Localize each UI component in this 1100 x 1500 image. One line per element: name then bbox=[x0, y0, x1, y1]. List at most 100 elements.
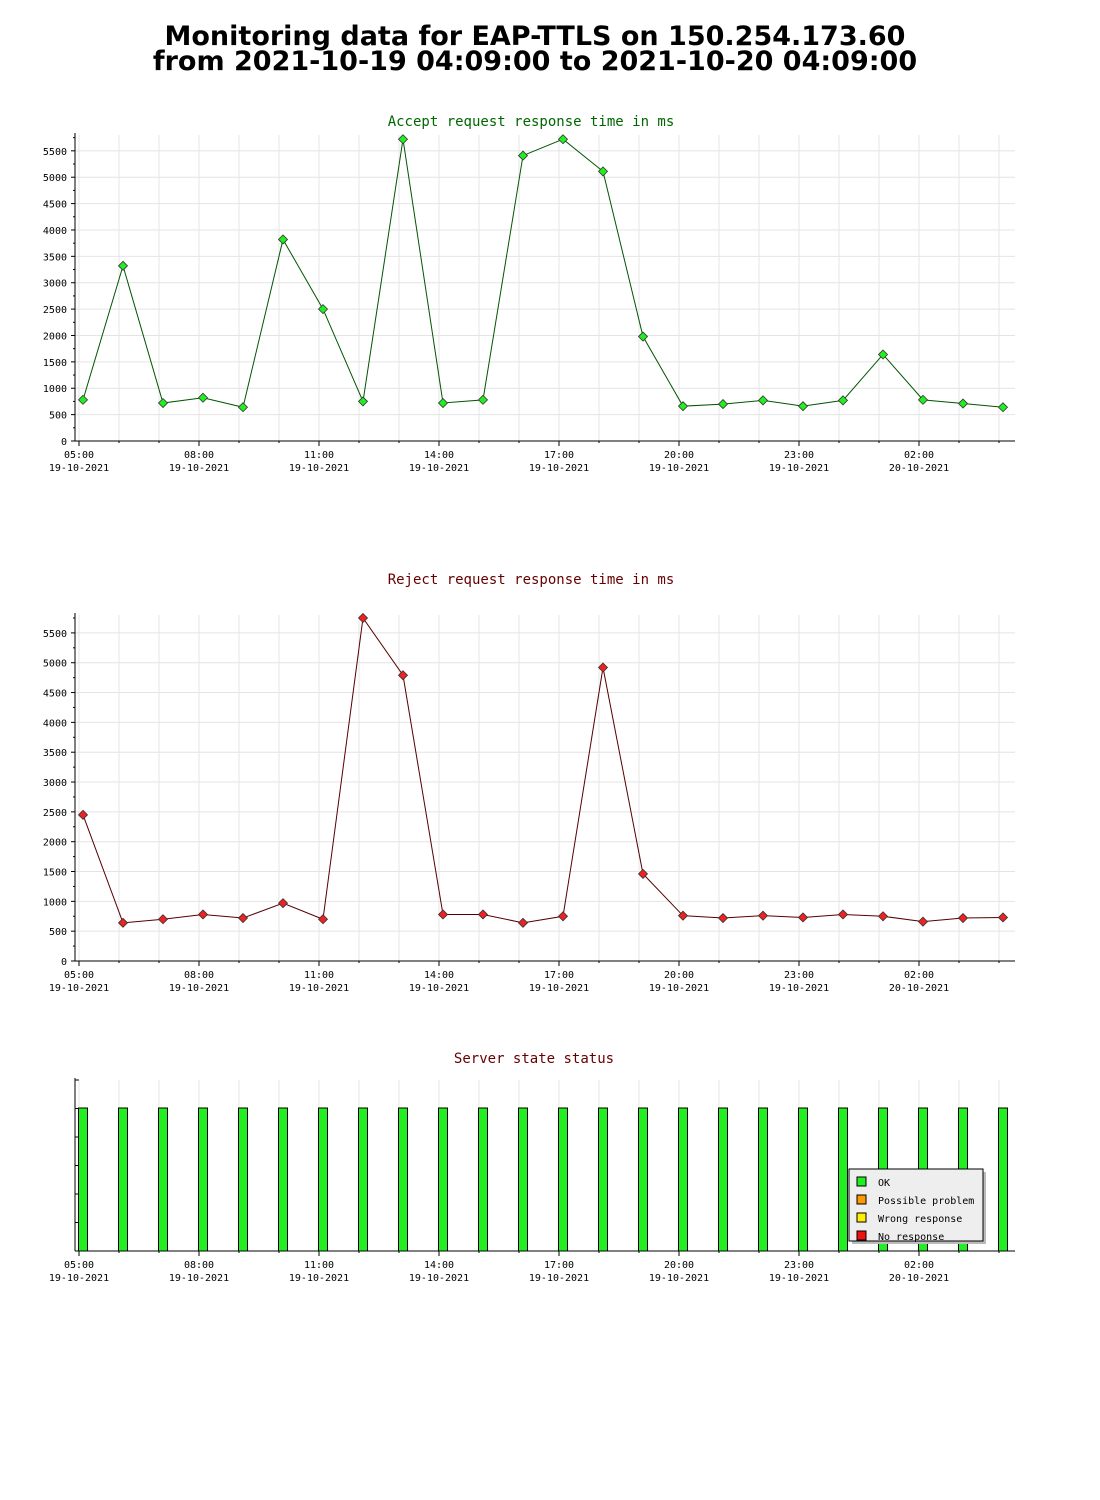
legend-swatch bbox=[856, 1230, 867, 1241]
data-point bbox=[797, 912, 809, 923]
y-tick-label: 3000 bbox=[43, 279, 67, 290]
state-bar bbox=[518, 1107, 528, 1252]
series-line bbox=[82, 138, 1004, 408]
x-tick-time: 08:00 bbox=[184, 970, 214, 981]
x-tick-time: 23:00 bbox=[784, 1260, 814, 1271]
data-point bbox=[117, 260, 129, 271]
x-tick-time: 20:00 bbox=[664, 970, 694, 981]
state-bar bbox=[758, 1107, 768, 1252]
data-point bbox=[317, 304, 329, 315]
data-point bbox=[317, 914, 329, 925]
y-tick-label: 1500 bbox=[43, 868, 67, 879]
x-tick-date: 19-10-2021 bbox=[169, 463, 229, 474]
x-tick-date: 19-10-2021 bbox=[169, 1273, 229, 1284]
reject-response-chart: Reject request response time in ms 0 500 10… bbox=[43, 572, 1015, 994]
data-point bbox=[757, 910, 769, 921]
x-tick-time: 11:00 bbox=[304, 450, 334, 461]
x-tick-date: 20-10-2021 bbox=[889, 1273, 949, 1284]
y-tick-label: 0 bbox=[61, 437, 67, 448]
x-tick-date: 19-10-2021 bbox=[649, 983, 709, 994]
data-point bbox=[557, 911, 569, 922]
state-bar bbox=[478, 1107, 488, 1252]
state-bar bbox=[798, 1107, 808, 1252]
x-tick-time: 02:00 bbox=[904, 970, 934, 981]
x-tick-time: 17:00 bbox=[544, 970, 574, 981]
data-point bbox=[957, 912, 969, 924]
data-point bbox=[677, 401, 689, 412]
legend-label: Possible problem bbox=[878, 1196, 974, 1207]
x-tick-date: 19-10-2021 bbox=[409, 1273, 469, 1284]
y-tick-label: 5500 bbox=[43, 147, 67, 158]
data-point bbox=[437, 909, 449, 920]
data-point bbox=[437, 397, 449, 409]
x-tick-date: 19-10-2021 bbox=[289, 463, 349, 474]
x-tick-date: 20-10-2021 bbox=[889, 983, 949, 994]
legend-swatch bbox=[856, 1212, 867, 1223]
x-tick-time: 11:00 bbox=[304, 970, 334, 981]
y-tick-label: 1000 bbox=[43, 384, 67, 395]
server-state-chart: Server state status 05:00 19-10-2021 08:00 1… bbox=[49, 1051, 1015, 1284]
x-tick-date: 19-10-2021 bbox=[409, 463, 469, 474]
state-bar bbox=[678, 1107, 688, 1252]
chart-title: Accept request response time in ms bbox=[388, 114, 675, 130]
y-tick-label: 500 bbox=[49, 927, 67, 938]
data-point bbox=[757, 395, 769, 406]
data-point bbox=[517, 917, 529, 928]
data-point bbox=[237, 912, 249, 924]
x-tick-date: 19-10-2021 bbox=[769, 1273, 829, 1284]
page-title-line-2: from 2021-10-19 04:09:00 to 2021-10-20 0… bbox=[152, 46, 918, 77]
data-point bbox=[397, 134, 409, 145]
x-tick-time: 23:00 bbox=[784, 450, 814, 461]
x-tick-date: 20-10-2021 bbox=[889, 463, 949, 474]
y-tick-label: 5000 bbox=[43, 659, 67, 670]
legend-swatch bbox=[856, 1176, 867, 1187]
state-bar bbox=[398, 1107, 408, 1252]
x-tick-time: 14:00 bbox=[424, 970, 454, 981]
x-tick-time: 05:00 bbox=[64, 1260, 94, 1271]
state-bar bbox=[238, 1107, 248, 1252]
x-tick-time: 05:00 bbox=[64, 970, 94, 981]
page-title: Monitoring data for EAP-TTLS on 150.254.… bbox=[0, 21, 1070, 77]
state-bar bbox=[278, 1107, 288, 1252]
series-line bbox=[82, 616, 1004, 924]
data-point bbox=[117, 917, 129, 928]
x-tick-date: 19-10-2021 bbox=[529, 983, 589, 994]
data-point bbox=[597, 662, 609, 673]
page-title-line-1: Monitoring data for EAP-TTLS on 150.254.… bbox=[164, 21, 906, 52]
y-tick-label: 2500 bbox=[43, 808, 67, 819]
legend-label: OK bbox=[878, 1178, 890, 1189]
data-point bbox=[717, 912, 729, 924]
y-tick-label: 3500 bbox=[43, 252, 67, 263]
x-tick-date: 19-10-2021 bbox=[649, 463, 709, 474]
x-tick-time: 17:00 bbox=[544, 450, 574, 461]
data-point bbox=[997, 402, 1009, 413]
state-bar bbox=[358, 1107, 368, 1252]
data-point bbox=[957, 398, 969, 409]
data-point bbox=[797, 401, 809, 412]
chart-title: Reject request response time in ms bbox=[388, 572, 675, 588]
data-point bbox=[157, 397, 169, 409]
x-tick-time: 17:00 bbox=[544, 1260, 574, 1271]
x-tick-date: 19-10-2021 bbox=[529, 1273, 589, 1284]
x-tick-time: 02:00 bbox=[904, 1260, 934, 1271]
data-point bbox=[477, 394, 489, 405]
data-point bbox=[917, 916, 929, 927]
x-tick-time: 23:00 bbox=[784, 970, 814, 981]
y-tick-label: 3500 bbox=[43, 748, 67, 759]
x-tick-time: 20:00 bbox=[664, 1260, 694, 1271]
x-tick-date: 19-10-2021 bbox=[289, 983, 349, 994]
x-tick-time: 05:00 bbox=[64, 450, 94, 461]
y-tick-label: 5500 bbox=[43, 629, 67, 640]
x-tick-date: 19-10-2021 bbox=[529, 463, 589, 474]
legend-label: No response bbox=[878, 1232, 944, 1243]
x-tick-date: 19-10-2021 bbox=[769, 463, 829, 474]
x-tick-time: 14:00 bbox=[424, 450, 454, 461]
data-point bbox=[397, 670, 409, 681]
data-point bbox=[597, 166, 609, 177]
y-tick-label: 3000 bbox=[43, 778, 67, 789]
state-bar bbox=[598, 1107, 608, 1252]
data-point bbox=[277, 898, 289, 909]
y-tick-label: 5000 bbox=[43, 173, 67, 184]
x-tick-date: 19-10-2021 bbox=[49, 983, 109, 994]
legend-label: Wrong response bbox=[878, 1214, 962, 1225]
